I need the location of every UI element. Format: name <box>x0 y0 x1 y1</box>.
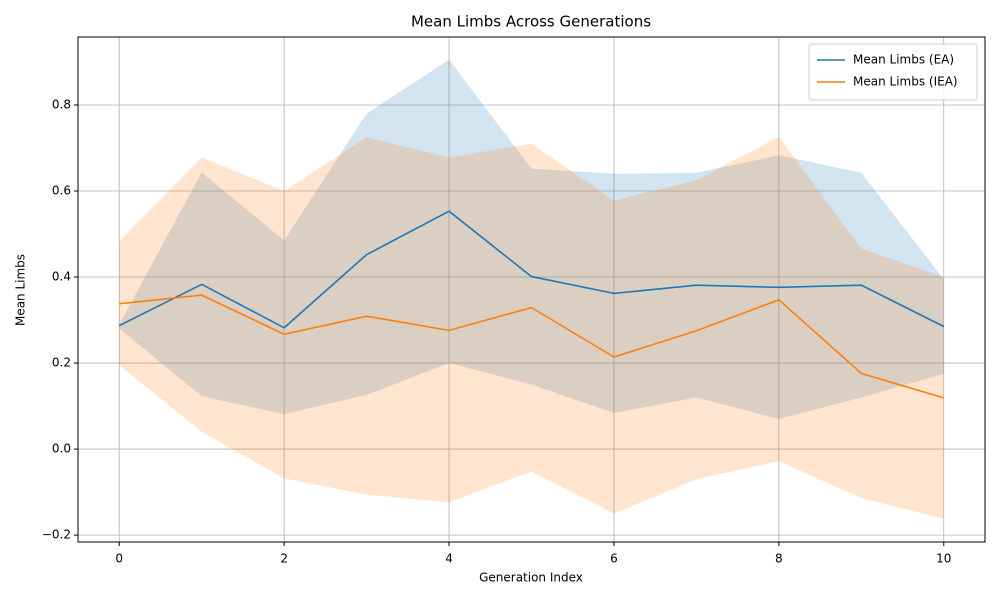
legend-label: Mean Limbs (IEA) <box>853 75 958 89</box>
legend-label: Mean Limbs (EA) <box>853 53 954 67</box>
legend-box <box>808 43 978 101</box>
y-tick-label: 0.4 <box>52 270 71 284</box>
y-tick-label: 0.2 <box>52 356 71 370</box>
y-tick-label: 0.6 <box>52 183 71 197</box>
x-tick-label: 10 <box>936 552 951 566</box>
x-axis-label: Generation Index <box>479 571 583 585</box>
band <box>119 136 944 519</box>
x-tick-label: 8 <box>775 552 783 566</box>
chart-title: Mean Limbs Across Generations <box>411 13 651 31</box>
line <box>119 294 945 399</box>
x-tick-label: 6 <box>610 552 618 566</box>
plot-frame <box>77 36 986 543</box>
y-tick-label: 0.8 <box>52 97 71 111</box>
x-tick-label: 0 <box>115 552 123 566</box>
band <box>119 59 944 419</box>
x-tick-label: 4 <box>445 552 453 566</box>
line <box>118 210 945 329</box>
x-tick-label: 2 <box>280 552 288 566</box>
y-tick-label: 0.0 <box>52 442 71 456</box>
y-tick-label: −0.2 <box>42 528 71 542</box>
y-axis-label: Mean Limbs <box>14 254 28 326</box>
